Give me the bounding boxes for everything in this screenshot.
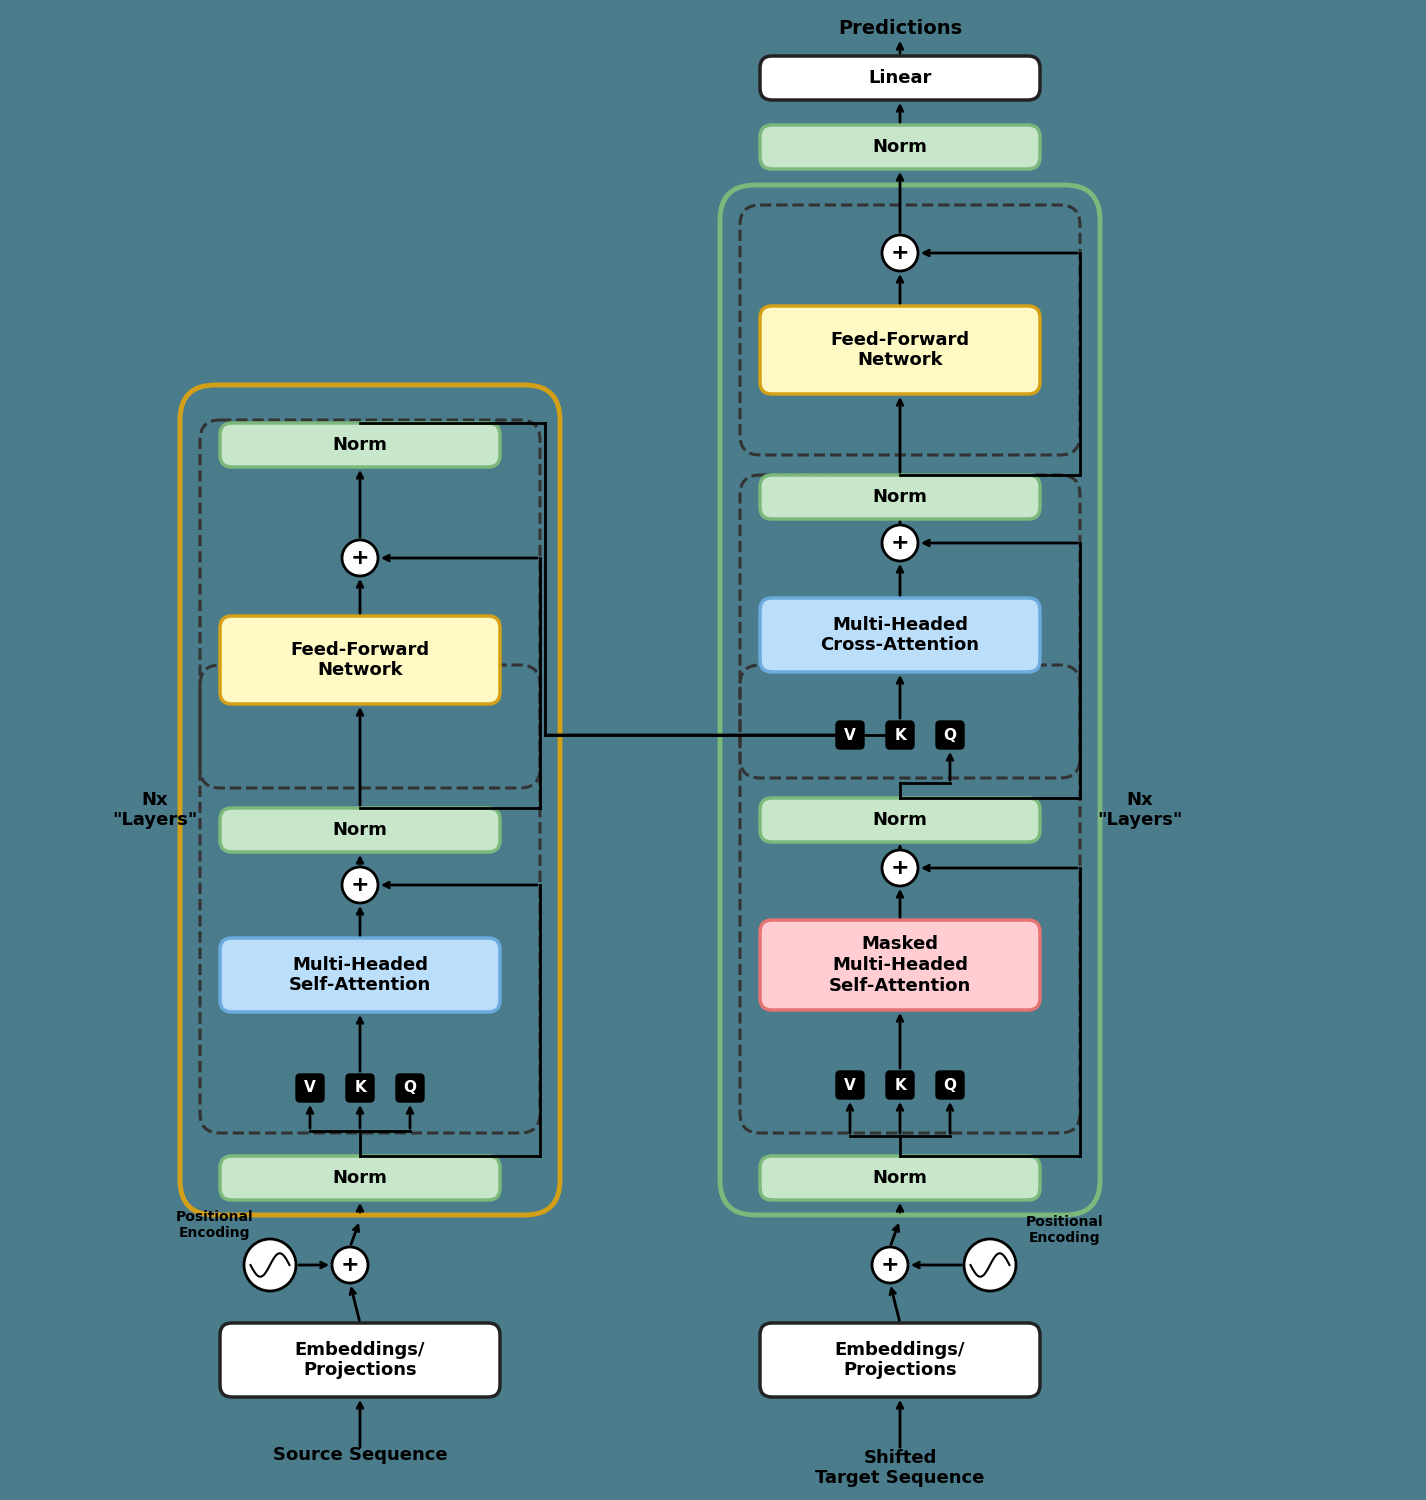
Text: Linear: Linear bbox=[868, 69, 931, 87]
Text: K: K bbox=[894, 1077, 906, 1092]
Text: Feed-Forward
Network: Feed-Forward Network bbox=[830, 330, 970, 369]
FancyBboxPatch shape bbox=[220, 616, 501, 704]
FancyBboxPatch shape bbox=[760, 598, 1040, 672]
FancyBboxPatch shape bbox=[760, 920, 1040, 1010]
Circle shape bbox=[342, 867, 378, 903]
Text: Norm: Norm bbox=[873, 1168, 927, 1186]
Text: Feed-Forward
Network: Feed-Forward Network bbox=[291, 640, 429, 680]
Text: Norm: Norm bbox=[332, 1168, 388, 1186]
FancyBboxPatch shape bbox=[935, 722, 964, 748]
FancyBboxPatch shape bbox=[935, 1071, 964, 1100]
Text: Nx
"Layers": Nx "Layers" bbox=[113, 790, 198, 830]
FancyBboxPatch shape bbox=[760, 56, 1040, 100]
FancyBboxPatch shape bbox=[220, 938, 501, 1013]
Text: Source Sequence: Source Sequence bbox=[272, 1446, 448, 1464]
Circle shape bbox=[883, 525, 918, 561]
FancyBboxPatch shape bbox=[886, 1071, 914, 1100]
Text: Nx
"Layers": Nx "Layers" bbox=[1098, 790, 1182, 830]
Text: K: K bbox=[354, 1080, 366, 1095]
Text: Positional
Encoding: Positional Encoding bbox=[177, 1210, 254, 1240]
Text: Q: Q bbox=[404, 1080, 416, 1095]
Text: Norm: Norm bbox=[873, 812, 927, 830]
Text: +: + bbox=[351, 548, 369, 568]
Circle shape bbox=[873, 1246, 908, 1282]
Text: Q: Q bbox=[944, 728, 957, 742]
FancyBboxPatch shape bbox=[220, 423, 501, 466]
FancyBboxPatch shape bbox=[886, 722, 914, 748]
Text: Norm: Norm bbox=[332, 821, 388, 839]
Text: Q: Q bbox=[944, 1077, 957, 1092]
Text: V: V bbox=[304, 1080, 317, 1095]
Text: Shifted
Target Sequence: Shifted Target Sequence bbox=[816, 1449, 985, 1488]
Circle shape bbox=[342, 540, 378, 576]
Circle shape bbox=[244, 1239, 297, 1292]
Text: +: + bbox=[881, 1256, 900, 1275]
FancyBboxPatch shape bbox=[760, 1323, 1040, 1396]
Text: Multi-Headed
Self-Attention: Multi-Headed Self-Attention bbox=[289, 956, 431, 994]
Circle shape bbox=[883, 850, 918, 886]
Text: +: + bbox=[891, 858, 910, 877]
FancyBboxPatch shape bbox=[836, 1071, 864, 1100]
Text: Multi-Headed
Cross-Attention: Multi-Headed Cross-Attention bbox=[820, 615, 980, 654]
FancyBboxPatch shape bbox=[220, 1323, 501, 1396]
Text: +: + bbox=[341, 1256, 359, 1275]
Circle shape bbox=[964, 1239, 1015, 1292]
Text: Predictions: Predictions bbox=[838, 18, 963, 38]
Circle shape bbox=[883, 236, 918, 272]
Text: Norm: Norm bbox=[873, 488, 927, 506]
FancyBboxPatch shape bbox=[220, 808, 501, 852]
Text: Positional
Encoding: Positional Encoding bbox=[1027, 1215, 1104, 1245]
Text: +: + bbox=[891, 243, 910, 262]
Text: V: V bbox=[844, 728, 856, 742]
FancyBboxPatch shape bbox=[836, 722, 864, 748]
Text: Masked
Multi-Headed
Self-Attention: Masked Multi-Headed Self-Attention bbox=[829, 934, 971, 994]
Text: V: V bbox=[844, 1077, 856, 1092]
FancyBboxPatch shape bbox=[396, 1074, 424, 1102]
Text: K: K bbox=[894, 728, 906, 742]
Circle shape bbox=[332, 1246, 368, 1282]
Text: Norm: Norm bbox=[873, 138, 927, 156]
FancyBboxPatch shape bbox=[760, 476, 1040, 519]
FancyBboxPatch shape bbox=[220, 1156, 501, 1200]
Text: Norm: Norm bbox=[332, 436, 388, 454]
FancyBboxPatch shape bbox=[760, 798, 1040, 842]
FancyBboxPatch shape bbox=[760, 306, 1040, 395]
FancyBboxPatch shape bbox=[347, 1074, 374, 1102]
Text: +: + bbox=[891, 532, 910, 554]
FancyBboxPatch shape bbox=[760, 124, 1040, 170]
Text: Embeddings/
Projections: Embeddings/ Projections bbox=[834, 1341, 965, 1380]
Text: Embeddings/
Projections: Embeddings/ Projections bbox=[295, 1341, 425, 1380]
FancyBboxPatch shape bbox=[760, 1156, 1040, 1200]
Text: +: + bbox=[351, 874, 369, 896]
FancyBboxPatch shape bbox=[297, 1074, 324, 1102]
